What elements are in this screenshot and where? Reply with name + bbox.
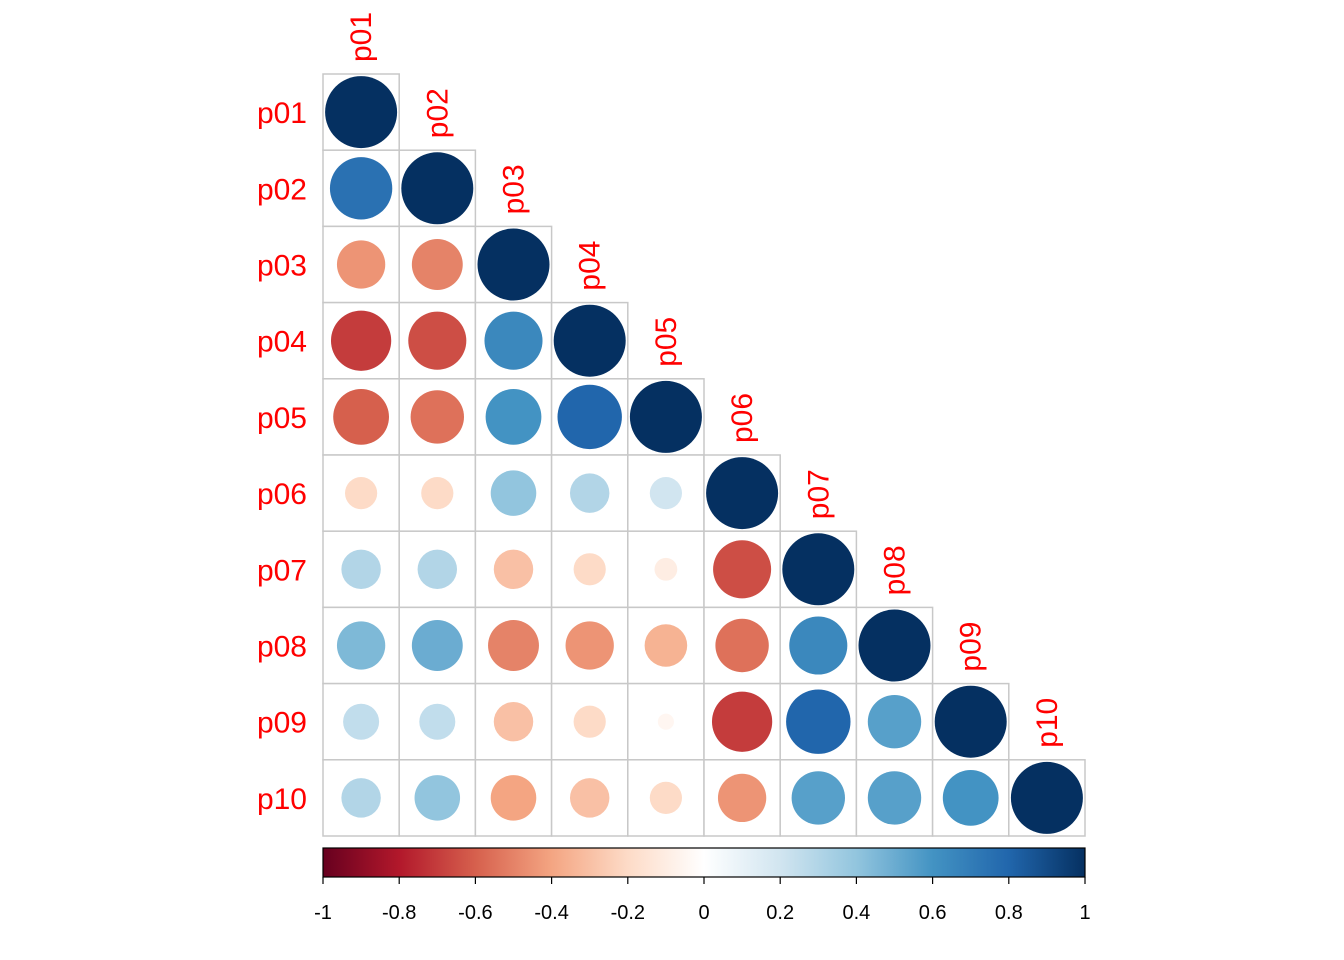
row-label-p08: p08 <box>257 631 307 664</box>
circle-p05-p04 <box>557 384 622 450</box>
row-label-p09: p09 <box>257 707 307 740</box>
colorbar-tick-label: 0.6 <box>919 902 947 924</box>
circle-p10-p07 <box>791 771 845 825</box>
variable-labels: p01 p01 p02 p02 p03 p03 p04 p04 p05 p05 p06 p06 p07 p… <box>257 12 1064 816</box>
colorbar: -1 -0.8 -0.6 -0.4 -0.2 0 0.2 0.4 0.6 0.8 1 <box>314 847 1091 924</box>
circle-p07-p03 <box>493 549 534 590</box>
circle-p06-p03 <box>490 470 537 516</box>
row-label-p07: p07 <box>257 554 307 587</box>
circle-p08-p04 <box>565 621 614 670</box>
circle-p10-p08 <box>867 771 922 825</box>
row-label-p04: p04 <box>257 326 307 359</box>
column-label-p01: p01 <box>345 12 378 62</box>
circle-p07-p05 <box>654 557 678 581</box>
colorbar-tick-label: 0.2 <box>766 902 794 924</box>
circle-p09-p09 <box>934 685 1007 758</box>
circle-p04-p04 <box>553 304 626 377</box>
circle-p08-p07 <box>789 616 848 675</box>
circle-p09-p03 <box>493 701 534 742</box>
circle-p06-p01 <box>345 477 378 510</box>
circle-p10-p01 <box>341 778 381 818</box>
circle-p09-p07 <box>786 689 851 754</box>
column-label-p09: p09 <box>955 622 988 672</box>
column-label-p03: p03 <box>498 164 531 214</box>
circle-p05-p05 <box>629 380 702 453</box>
circle-p09-p05 <box>657 713 674 730</box>
circle-p07-p04 <box>573 553 606 586</box>
circle-p09-p04 <box>573 705 606 738</box>
colorbar-tick-label: -0.2 <box>611 902 645 924</box>
circle-p09-p06 <box>711 691 773 752</box>
circle-p07-p07 <box>782 533 855 606</box>
circle-p10-p09 <box>942 770 999 826</box>
circle-p07-p01 <box>341 549 381 590</box>
circle-p10-p03 <box>490 775 537 821</box>
circle-p04-p01 <box>330 310 392 371</box>
circle-p06-p05 <box>649 477 682 510</box>
circle-p10-p05 <box>649 781 682 814</box>
colorbar-tick-label: 0 <box>698 902 709 924</box>
circle-p08-p06 <box>715 618 769 673</box>
colorbar-tick-label: 1 <box>1079 902 1090 924</box>
circle-p04-p02 <box>408 311 467 370</box>
circle-p08-p05 <box>644 624 688 667</box>
circle-p08-p08 <box>858 609 931 682</box>
circle-p06-p02 <box>421 477 454 510</box>
circle-p08-p02 <box>411 620 463 671</box>
colorbar-tick-label: -0.8 <box>382 902 416 924</box>
column-label-p07: p07 <box>802 469 835 519</box>
colorbar-tick-label: -0.6 <box>458 902 492 924</box>
circle-p08-p03 <box>488 620 539 671</box>
circle-p10-p06 <box>717 773 767 823</box>
circle-p10-p04 <box>569 778 610 818</box>
circle-p09-p02 <box>419 703 456 740</box>
colorbar-tick-label: -0.4 <box>534 902 568 924</box>
circle-p05-p03 <box>485 389 542 445</box>
row-label-p10: p10 <box>257 783 307 816</box>
circle-p07-p02 <box>417 549 458 590</box>
circle-p09-p01 <box>343 703 380 740</box>
circle-p10-p02 <box>414 775 461 821</box>
row-label-p03: p03 <box>257 250 307 283</box>
grid-cell-p07-p01 <box>322 530 400 609</box>
circle-p01-p01 <box>325 76 398 149</box>
circle-p07-p06 <box>713 540 772 599</box>
row-label-p05: p05 <box>257 402 307 435</box>
column-label-p06: p06 <box>726 393 759 443</box>
circle-p10-p10 <box>1010 761 1083 834</box>
column-label-p04: p04 <box>574 241 607 291</box>
circle-p09-p08 <box>867 695 922 749</box>
correlation-circles <box>325 76 1083 834</box>
circle-p04-p03 <box>484 311 543 370</box>
circle-p05-p01 <box>333 389 389 445</box>
column-label-p08: p08 <box>879 545 912 595</box>
column-label-p10: p10 <box>1031 698 1064 748</box>
row-label-p02: p02 <box>257 173 307 206</box>
colorbar-tick-label: 0.4 <box>842 902 870 924</box>
row-label-p01: p01 <box>257 97 307 130</box>
grid-cell-p09-p03 <box>474 682 553 761</box>
circle-p06-p04 <box>569 473 610 513</box>
column-label-p02: p02 <box>421 88 454 138</box>
row-label-p06: p06 <box>257 478 307 511</box>
colorbar-tick-label: -1 <box>314 902 332 924</box>
colorbar-gradient <box>322 847 1086 878</box>
circle-p03-p03 <box>477 228 550 301</box>
circle-p03-p01 <box>336 240 386 289</box>
circle-p06-p06 <box>706 457 779 530</box>
circle-p03-p02 <box>411 239 463 290</box>
circle-p05-p02 <box>410 390 464 444</box>
circle-p08-p01 <box>336 621 386 670</box>
column-label-p05: p05 <box>650 317 683 367</box>
circle-p02-p01 <box>329 157 393 220</box>
circle-p02-p02 <box>401 152 474 225</box>
colorbar-tick-label: 0.8 <box>995 902 1023 924</box>
